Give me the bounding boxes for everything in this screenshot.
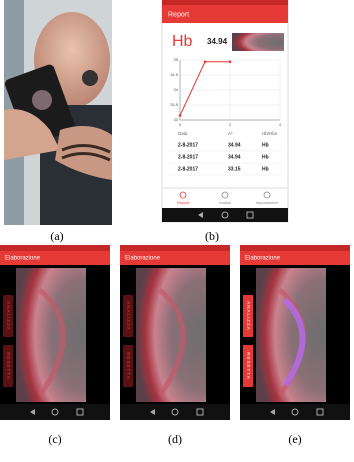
- nav-label[interactable]: Analisi: [219, 200, 231, 205]
- nav-label[interactable]: Impostazioni: [256, 200, 279, 205]
- status-bar: [240, 245, 350, 251]
- processing-screen: Elaborazione ANALIZZA RESETTA (d): [120, 245, 230, 446]
- side-button[interactable]: [123, 345, 133, 387]
- screens: ElaborazioneANALIZZARESETTA(c)Elaborazio…: [0, 245, 350, 446]
- nav-recent: [76, 408, 84, 416]
- data-point: [228, 60, 232, 64]
- table-header: Hb/Hbs: [262, 131, 278, 136]
- nav-bar: [0, 404, 110, 420]
- panel-label: (b): [205, 229, 219, 243]
- nav-bar: [120, 404, 230, 420]
- y-tick-label: 33.5: [170, 102, 179, 107]
- table-cell: 33.15: [228, 166, 241, 172]
- side-button[interactable]: [3, 295, 13, 337]
- nav-back: [150, 409, 155, 415]
- button-label[interactable]: ANALIZZA: [246, 301, 251, 331]
- highlight: [282, 297, 306, 387]
- nav-label[interactable]: Report: [177, 200, 190, 205]
- table-cell: 2-8-2017: [178, 154, 198, 160]
- data-point: [178, 114, 182, 117]
- status-bar: [0, 245, 110, 251]
- app-bar: [240, 251, 350, 265]
- table-cell: 2-8-2017: [178, 142, 198, 148]
- nav-home: [51, 408, 59, 416]
- eyelid-rim: [37, 288, 66, 397]
- table-cell: 34.94: [228, 142, 241, 148]
- y-tick-label: 33: [174, 117, 179, 122]
- side-button[interactable]: [243, 295, 253, 337]
- data-point: [203, 60, 207, 64]
- panel-label: (d): [168, 432, 182, 446]
- nav-bar: [240, 404, 350, 420]
- table: Data A* Hb/Hbs 2-8-2017 34.94 Hb 2-8-2017 34.94…: [170, 131, 282, 176]
- table-cell: Hb: [262, 166, 269, 172]
- processing-screen: Elaborazione ANALIZZA RESETTA (e): [240, 245, 350, 446]
- button-label[interactable]: ANALIZZA: [6, 301, 11, 331]
- side-button[interactable]: [3, 345, 13, 387]
- status-bar: [120, 245, 230, 251]
- panel-label: (e): [288, 432, 301, 446]
- nav-home: [171, 408, 179, 416]
- button-label[interactable]: ANALIZZA: [126, 301, 131, 331]
- app-bar: [120, 251, 230, 265]
- x-tick-label: 2: [229, 122, 232, 127]
- nav-recent: [316, 408, 324, 416]
- side-button[interactable]: [123, 295, 133, 337]
- nav-home: [291, 408, 299, 416]
- y-tick-label: 34.5: [170, 72, 179, 77]
- bottom-nav: Report Analisi Impostazioni: [177, 191, 279, 205]
- screen-title: Elaborazione: [245, 256, 281, 262]
- param-value: 34.94: [207, 37, 228, 46]
- thumbnail: [232, 33, 284, 51]
- param-name: Hb: [172, 33, 193, 50]
- app-bar: [0, 251, 110, 265]
- button-label[interactable]: RESETTA: [246, 352, 251, 379]
- processing-screen: Elaborazione ANALIZZA RESETTA (c): [0, 245, 110, 446]
- nav-icon: [179, 191, 187, 199]
- button-label[interactable]: RESETTA: [126, 352, 131, 379]
- panel-label: (c): [48, 432, 61, 446]
- report-screen: Report Hb 34.94 33 33.5 34 34.5 35 0 2 4 Data A*…: [161, 0, 289, 223]
- nav-icon: [221, 191, 229, 199]
- table-cell: Hb: [262, 142, 269, 148]
- chart: 33 33.5 34 34.5 35 0 2 4: [170, 57, 282, 127]
- eyelid-rim: [157, 288, 186, 397]
- table-cell: Hb: [262, 154, 269, 160]
- nav-back: [30, 409, 35, 415]
- y-tick-label: 34: [174, 87, 179, 92]
- panel-label: (a): [50, 229, 63, 243]
- screen-title: Elaborazione: [125, 256, 161, 262]
- table-cell: 34.94: [228, 154, 241, 160]
- y-tick-label: 35: [174, 57, 179, 62]
- nav-back: [270, 409, 275, 415]
- side-button[interactable]: [243, 345, 253, 387]
- table-header: A*: [228, 131, 233, 136]
- x-tick-label: 4: [279, 122, 282, 127]
- button-label[interactable]: RESETTA: [6, 352, 11, 379]
- x-tick-label: 0: [179, 122, 182, 127]
- table-cell: 2-8-2017: [178, 166, 198, 172]
- table-header: Data: [178, 131, 188, 136]
- nav-recent: [196, 408, 204, 416]
- screen-title: Elaborazione: [5, 256, 41, 262]
- nav-icon: [263, 191, 271, 199]
- photo: [4, 0, 112, 225]
- screen-title: Report: [168, 11, 189, 18]
